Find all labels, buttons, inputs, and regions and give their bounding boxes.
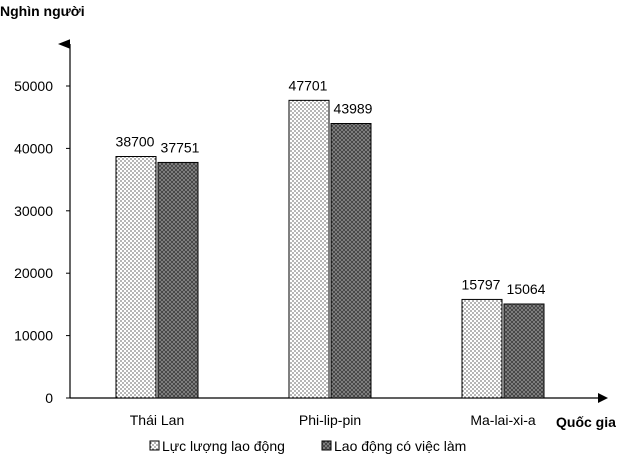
bar [115, 156, 157, 399]
x-category-label: Phi-lip-pin [299, 412, 361, 428]
legend-swatch [321, 440, 332, 451]
y-tick-label: 10000 [14, 328, 53, 344]
y-tick-label: 0 [45, 390, 53, 406]
data-label: 47701 [289, 77, 328, 93]
x-category-label: Ma-lai-xi-a [470, 412, 536, 428]
bar [503, 303, 545, 399]
y-tick-label: 50000 [14, 78, 53, 94]
data-label: 38700 [116, 134, 155, 150]
bar [330, 123, 372, 399]
legend-swatch [149, 440, 160, 451]
bar [461, 298, 503, 399]
bar [288, 99, 330, 399]
bar [157, 161, 199, 399]
x-axis-arrow [598, 393, 608, 403]
y-tick-label: 30000 [14, 203, 53, 219]
legend-label: Lao động có việc làm [334, 438, 466, 454]
data-label: 37751 [161, 139, 200, 155]
y-tick-label: 20000 [14, 265, 53, 281]
data-label: 15797 [462, 276, 501, 292]
y-axis-title: Nghìn người [0, 3, 85, 19]
x-axis-title: Quốc gia [556, 414, 616, 430]
data-label: 15064 [507, 281, 546, 297]
x-category-label: Thái Lan [130, 412, 184, 428]
y-tick-label: 40000 [14, 140, 53, 156]
legend-label: Lực lượng lao động [162, 438, 285, 454]
data-label: 43989 [334, 101, 373, 117]
